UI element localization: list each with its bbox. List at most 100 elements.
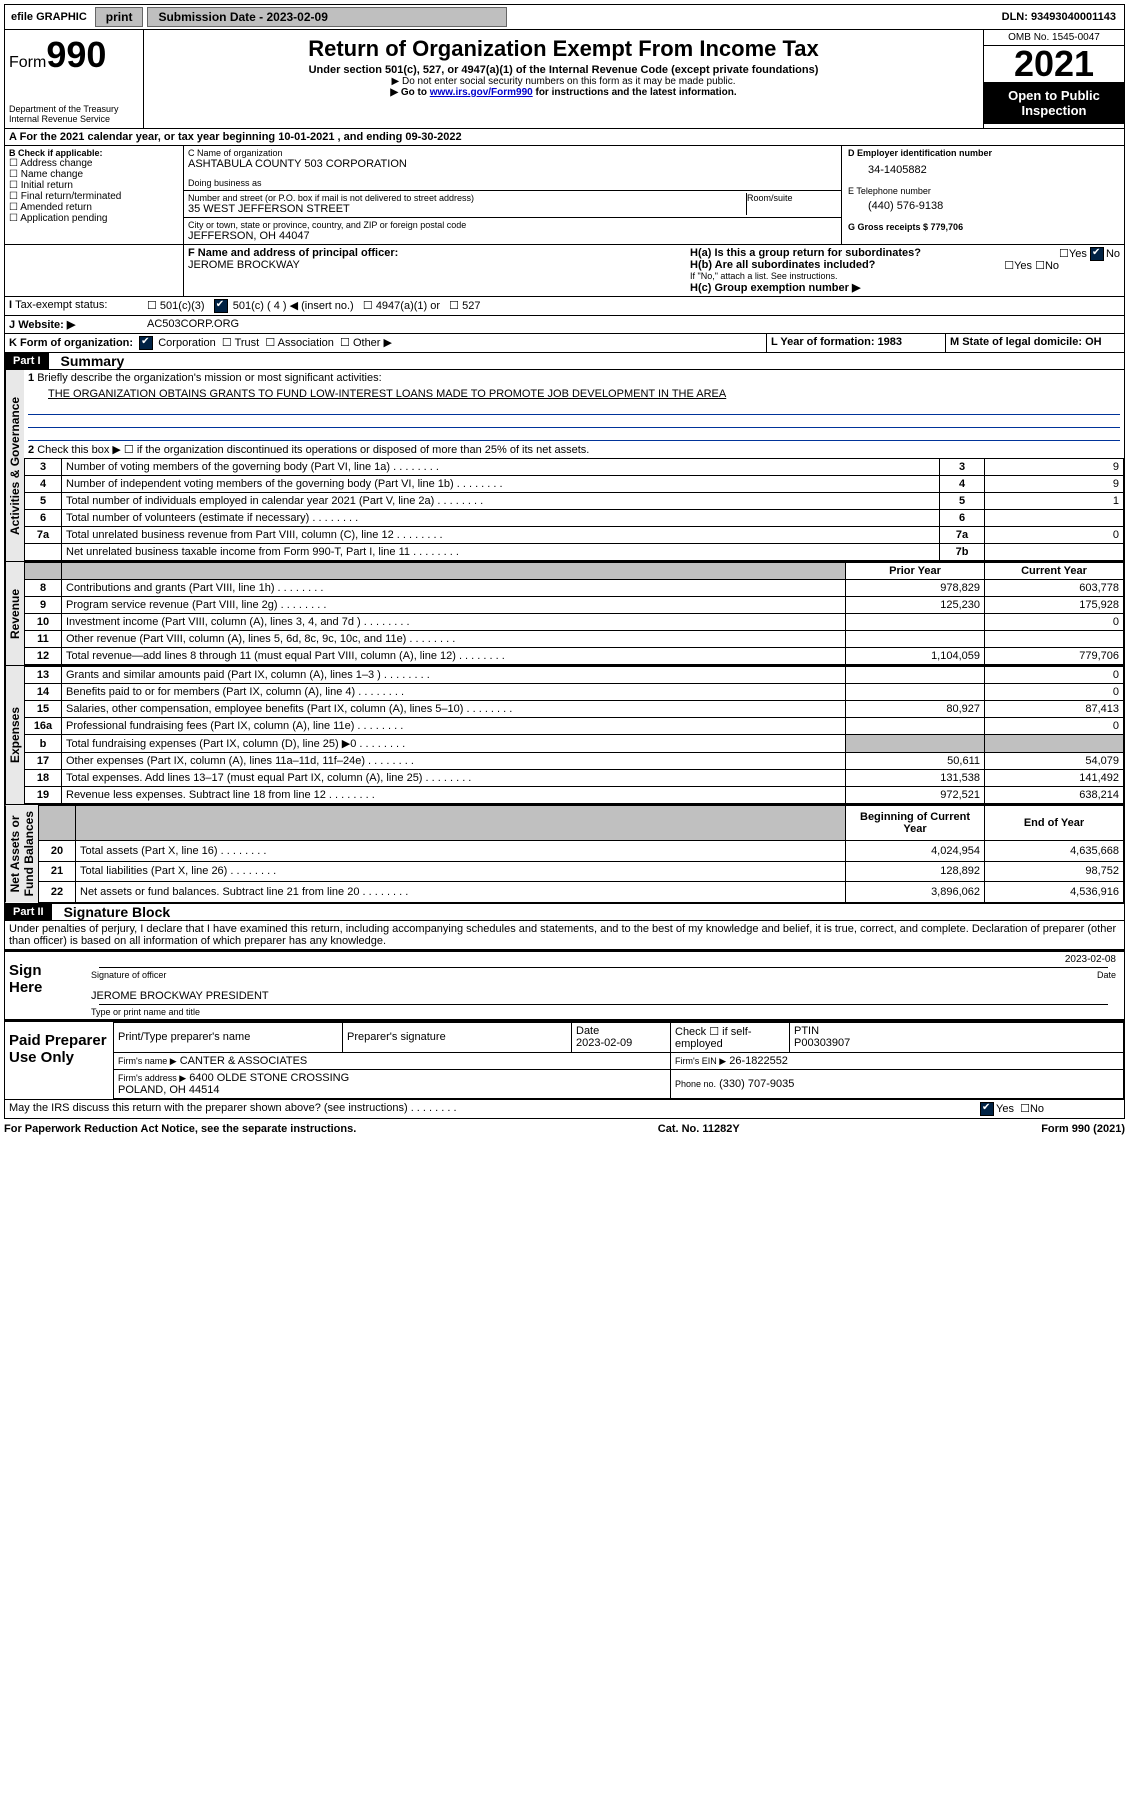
form-title: Return of Organization Exempt From Incom… xyxy=(154,36,973,62)
form-number: Form990 xyxy=(9,34,139,76)
discuss-line: May the IRS discuss this return with the… xyxy=(9,1102,408,1114)
side-rev: Revenue xyxy=(5,562,24,665)
sign-here-block: Sign Here 2023-02-08 Signature of office… xyxy=(4,950,1125,1020)
website: AC503CORP.ORG xyxy=(143,316,1124,333)
chk-name[interactable]: ☐ Name change xyxy=(9,169,179,180)
period-text: For the 2021 calendar year, or tax year … xyxy=(20,131,462,143)
hb-line: H(b) Are all subordinates included? ☐Yes… xyxy=(690,259,1120,271)
period-line: A For the 2021 calendar year, or tax yea… xyxy=(5,129,1124,145)
line1a: Briefly describe the organization's miss… xyxy=(37,372,381,384)
paid-preparer-block: Paid Preparer Use Only Print/Type prepar… xyxy=(4,1020,1125,1100)
d-label: D Employer identification number xyxy=(848,148,1118,158)
side-exp: Expenses xyxy=(5,666,24,804)
form-990: 990 xyxy=(46,34,106,75)
declaration: Under penalties of perjury, I declare th… xyxy=(4,921,1125,950)
rev-section: Revenue Prior YearCurrent Year8Contribut… xyxy=(4,562,1125,666)
officer-printed: JEROME BROCKWAY PRESIDENT xyxy=(91,990,1116,1002)
room-label: Room/suite xyxy=(747,193,837,215)
sig-date-lbl: Date xyxy=(1097,970,1116,980)
block-c: C Name of organization ASHTABULA COUNTY … xyxy=(184,146,842,244)
goto-b: for instructions and the latest informat… xyxy=(533,87,737,98)
dept-label: Department of the Treasury Internal Reve… xyxy=(9,104,139,124)
open-public: Open to Public Inspection xyxy=(984,82,1124,124)
prep-phone-lbl: Phone no. xyxy=(675,1079,716,1089)
org-name: ASHTABULA COUNTY 503 CORPORATION xyxy=(188,158,837,170)
hc-line: H(c) Group exemption number ▶ xyxy=(690,281,1120,294)
footer: For Paperwork Reduction Act Notice, see … xyxy=(4,1123,1125,1135)
firm-ein-lbl: Firm's EIN ▶ xyxy=(675,1056,726,1066)
chk-address[interactable]: ☐ Address change xyxy=(9,158,179,169)
city-label: City or town, state or province, country… xyxy=(188,220,837,230)
form-word: Form xyxy=(9,54,46,71)
firm-name-lbl: Firm's name ▶ xyxy=(118,1056,177,1066)
firm-addr-lbl: Firm's address ▶ xyxy=(118,1073,186,1083)
addr: 35 WEST JEFFERSON STREET xyxy=(188,203,746,215)
form-ref: Form 990 (2021) xyxy=(1041,1123,1125,1135)
preparer-table: Print/Type preparer's name Preparer's si… xyxy=(113,1022,1124,1099)
dln-label: DLN: 93493040001143 xyxy=(1002,11,1124,23)
rev-table: Prior YearCurrent Year8Contributions and… xyxy=(24,562,1124,665)
k-line: K Form of organization: Corporation ☐ Tr… xyxy=(5,334,766,352)
discuss-yn: Yes ☐No xyxy=(976,1100,1124,1118)
efile-label: efile GRAPHIC xyxy=(5,11,93,23)
pt-date-lbl: Date xyxy=(576,1025,599,1037)
exp-section: Expenses 13Grants and similar amounts pa… xyxy=(4,666,1125,805)
chk-amended[interactable]: ☐ Amended return xyxy=(9,202,179,213)
cat-no: Cat. No. 11282Y xyxy=(658,1123,740,1135)
gov-table: 3Number of voting members of the governi… xyxy=(24,458,1124,561)
net-table: Beginning of Current YearEnd of Year20To… xyxy=(38,805,1124,902)
pra: For Paperwork Reduction Act Notice, see … xyxy=(4,1123,356,1135)
form-subtitle: Under section 501(c), 527, or 4947(a)(1)… xyxy=(154,64,973,76)
fh-block: F Name and address of principal officer:… xyxy=(4,245,1125,297)
tax-year: 2021 xyxy=(984,46,1124,82)
c-label: C Name of organization xyxy=(188,148,837,158)
hb-note: If "No," attach a list. See instructions… xyxy=(690,271,1120,281)
exp-table: 13Grants and similar amounts paid (Part … xyxy=(24,666,1124,804)
part2-title: Signature Block xyxy=(52,904,171,920)
g-label: G Gross receipts $ 779,706 xyxy=(848,222,1118,232)
submission-date-button[interactable]: Submission Date - 2023-02-09 xyxy=(147,7,507,27)
e-label: E Telephone number xyxy=(848,186,1118,196)
f-label: F Name and address of principal officer: xyxy=(188,247,398,259)
officer-sub: Type or print name and title xyxy=(91,1007,1116,1017)
j-label: Website: ▶ xyxy=(18,319,75,331)
firm-ein: 26-1822552 xyxy=(729,1055,788,1067)
ha-line: H(a) Is this a group return for subordin… xyxy=(690,247,1120,259)
block-b: B Check if applicable: ☐ Address change … xyxy=(5,146,184,244)
officer-name: JEROME BROCKWAY xyxy=(188,259,300,271)
bcde-block: B Check if applicable: ☐ Address change … xyxy=(4,146,1125,245)
city: JEFFERSON, OH 44047 xyxy=(188,230,837,242)
goto-a: ▶ Go to xyxy=(390,87,429,98)
firm-name: CANTER & ASSOCIATES xyxy=(180,1055,308,1067)
mission: THE ORGANIZATION OBTAINS GRANTS TO FUND … xyxy=(48,388,726,400)
ptin: P00303907 xyxy=(794,1037,850,1049)
line2: Check this box ▶ ☐ if the organization d… xyxy=(37,444,589,456)
ssn-note: ▶ Do not enter social security numbers o… xyxy=(154,76,973,87)
form-header: Form990 Department of the Treasury Inter… xyxy=(4,30,1125,129)
ein: 34-1405882 xyxy=(848,158,1118,186)
goto-note: ▶ Go to www.irs.gov/Form990 for instruct… xyxy=(154,87,973,98)
chk-initial[interactable]: ☐ Initial return xyxy=(9,180,179,191)
net-section: Net Assets or Fund Balances Beginning of… xyxy=(4,805,1125,903)
print-button[interactable]: print xyxy=(95,7,144,27)
part1-hdr: Part I xyxy=(5,353,49,369)
topbar: efile GRAPHIC print Submission Date - 20… xyxy=(4,4,1125,30)
irs-link[interactable]: www.irs.gov/Form990 xyxy=(430,87,533,98)
pt-name-lbl: Print/Type preparer's name xyxy=(114,1022,343,1052)
gov-section: Activities & Governance 1 Briefly descri… xyxy=(4,370,1125,562)
pt-sig-lbl: Preparer's signature xyxy=(343,1022,572,1052)
sign-here: Sign Here xyxy=(5,952,83,1019)
i-opts: ☐ 501(c)(3) 501(c) ( 4 ) ◀ (insert no.) … xyxy=(143,297,1124,315)
block-de: D Employer identification number 34-1405… xyxy=(842,146,1124,244)
chk-final[interactable]: ☐ Final return/terminated xyxy=(9,191,179,202)
b-header: B Check if applicable: xyxy=(9,148,179,158)
i-label: Tax-exempt status: xyxy=(15,299,107,311)
dba-label: Doing business as xyxy=(188,178,837,188)
side-gov: Activities & Governance xyxy=(5,370,24,561)
prep-phone: (330) 707-9035 xyxy=(719,1078,794,1090)
chk-pending[interactable]: ☐ Application pending xyxy=(9,213,179,224)
phone: (440) 576-9138 xyxy=(848,196,1118,222)
sig-officer-lbl: Signature of officer xyxy=(91,970,1097,980)
part2-hdr: Part II xyxy=(5,904,52,920)
l-label: L Year of formation: 1983 xyxy=(771,336,902,348)
